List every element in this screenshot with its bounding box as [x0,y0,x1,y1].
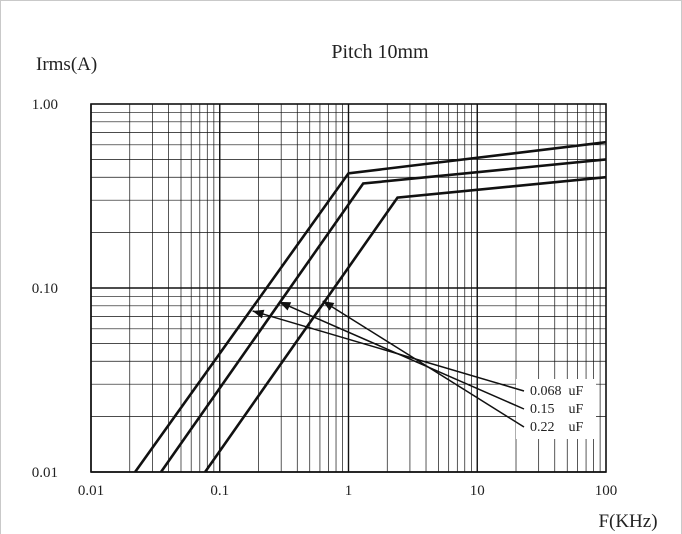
legend-box [516,379,596,439]
leader-line [322,300,525,428]
y-tick-label: 1.00 [32,97,58,113]
x-tick-label: 100 [595,483,618,499]
arrowhead [279,301,292,311]
y-tick-label: 0.01 [32,465,58,481]
legend-label: 0.15 uF [530,402,584,417]
arrowhead [322,301,335,311]
x-tick-label: 0.1 [210,483,229,499]
plot-border [90,103,607,473]
y-tick-label: 0.10 [32,281,58,297]
legend-label: 0.22 uF [530,420,584,435]
arrowhead [252,309,265,319]
x-axis-label: F(KHz) [598,511,657,532]
tick-labels: 0.01 0.1 1 10 100 1.00 0.10 0.01 [32,97,618,499]
y-axis-label: Irms(A) [36,54,97,75]
legend-label: 0.068 uF [530,384,584,399]
legend: 0.068 uF 0.15 uF 0.22 uF [252,300,596,439]
x-tick-label: 10 [470,483,485,499]
leader-line [278,301,525,410]
series-line [159,158,607,473]
series-line [204,175,607,473]
leader-line [252,310,525,392]
x-tick-label: 0.01 [78,483,104,499]
series-layer [134,140,607,473]
series-line [134,140,607,473]
chart-title: Pitch 10mm [331,41,429,63]
x-tick-label: 1 [345,483,353,499]
